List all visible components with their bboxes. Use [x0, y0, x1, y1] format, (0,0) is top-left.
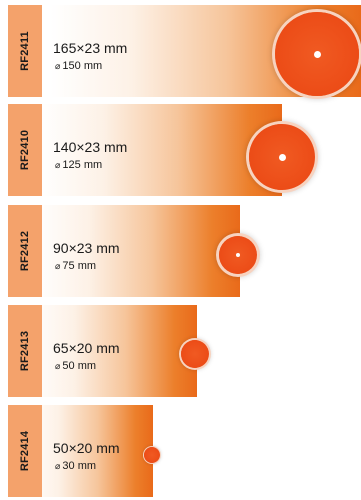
product-diameter: 75 mm: [62, 260, 97, 272]
product-row: RF2410 140×23 mm ⌀ 125 mm: [8, 104, 315, 196]
product-code: RF2412: [19, 230, 31, 272]
product-diameter-line: ⌀ 30 mm: [55, 460, 96, 472]
pad-disc-image: [249, 124, 315, 190]
product-diameter-line: ⌀ 50 mm: [55, 360, 96, 372]
product-size: 140×23 mm: [53, 139, 128, 155]
product-diameter-line: ⌀ 125 mm: [55, 159, 102, 171]
diameter-icon: ⌀: [55, 160, 61, 170]
product-size: 165×23 mm: [53, 40, 128, 56]
diameter-icon: ⌀: [55, 361, 61, 371]
pad-disc-image: [219, 236, 257, 274]
product-code-tab: RF2411: [8, 5, 42, 97]
product-size: 65×20 mm: [53, 340, 120, 356]
product-code-tab: RF2413: [8, 305, 42, 397]
pad-center-hole: [313, 50, 321, 58]
diameter-icon: ⌀: [55, 261, 61, 271]
product-row: RF2413 65×20 mm ⌀ 50 mm: [8, 305, 209, 397]
pad-center-hole: [236, 253, 240, 257]
product-code: RF2411: [19, 31, 31, 71]
diameter-icon: ⌀: [55, 461, 61, 471]
product-bar: [8, 205, 240, 297]
product-code: RF2413: [19, 330, 31, 372]
product-code: RF2410: [19, 129, 31, 171]
product-code-tab: RF2410: [8, 104, 42, 196]
product-size: 90×23 mm: [53, 240, 120, 256]
product-row: RF2411 165×23 mm ⌀ 150 mm: [8, 5, 361, 97]
product-diameter: 125 mm: [62, 159, 103, 171]
diameter-icon: ⌀: [55, 61, 61, 71]
pad-disc-image: [275, 12, 359, 96]
product-row: RF2412 90×23 mm ⌀ 75 mm: [8, 205, 257, 297]
product-row: RF2414 50×20 mm ⌀ 30 mm: [8, 405, 160, 497]
product-size: 50×20 mm: [53, 440, 120, 456]
product-diameter-line: ⌀ 150 mm: [55, 60, 102, 72]
product-code-tab: RF2414: [8, 405, 42, 497]
product-bar: [8, 104, 282, 196]
product-code: RF2414: [19, 430, 31, 472]
pad-disc-image: [181, 340, 209, 368]
product-diameter-line: ⌀ 75 mm: [55, 260, 96, 272]
pad-disc-image: [144, 447, 160, 463]
pad-center-hole: [278, 153, 286, 161]
product-code-tab: RF2412: [8, 205, 42, 297]
product-diameter: 50 mm: [62, 360, 97, 372]
product-diameter: 30 mm: [62, 460, 97, 472]
product-diameter: 150 mm: [62, 60, 103, 72]
